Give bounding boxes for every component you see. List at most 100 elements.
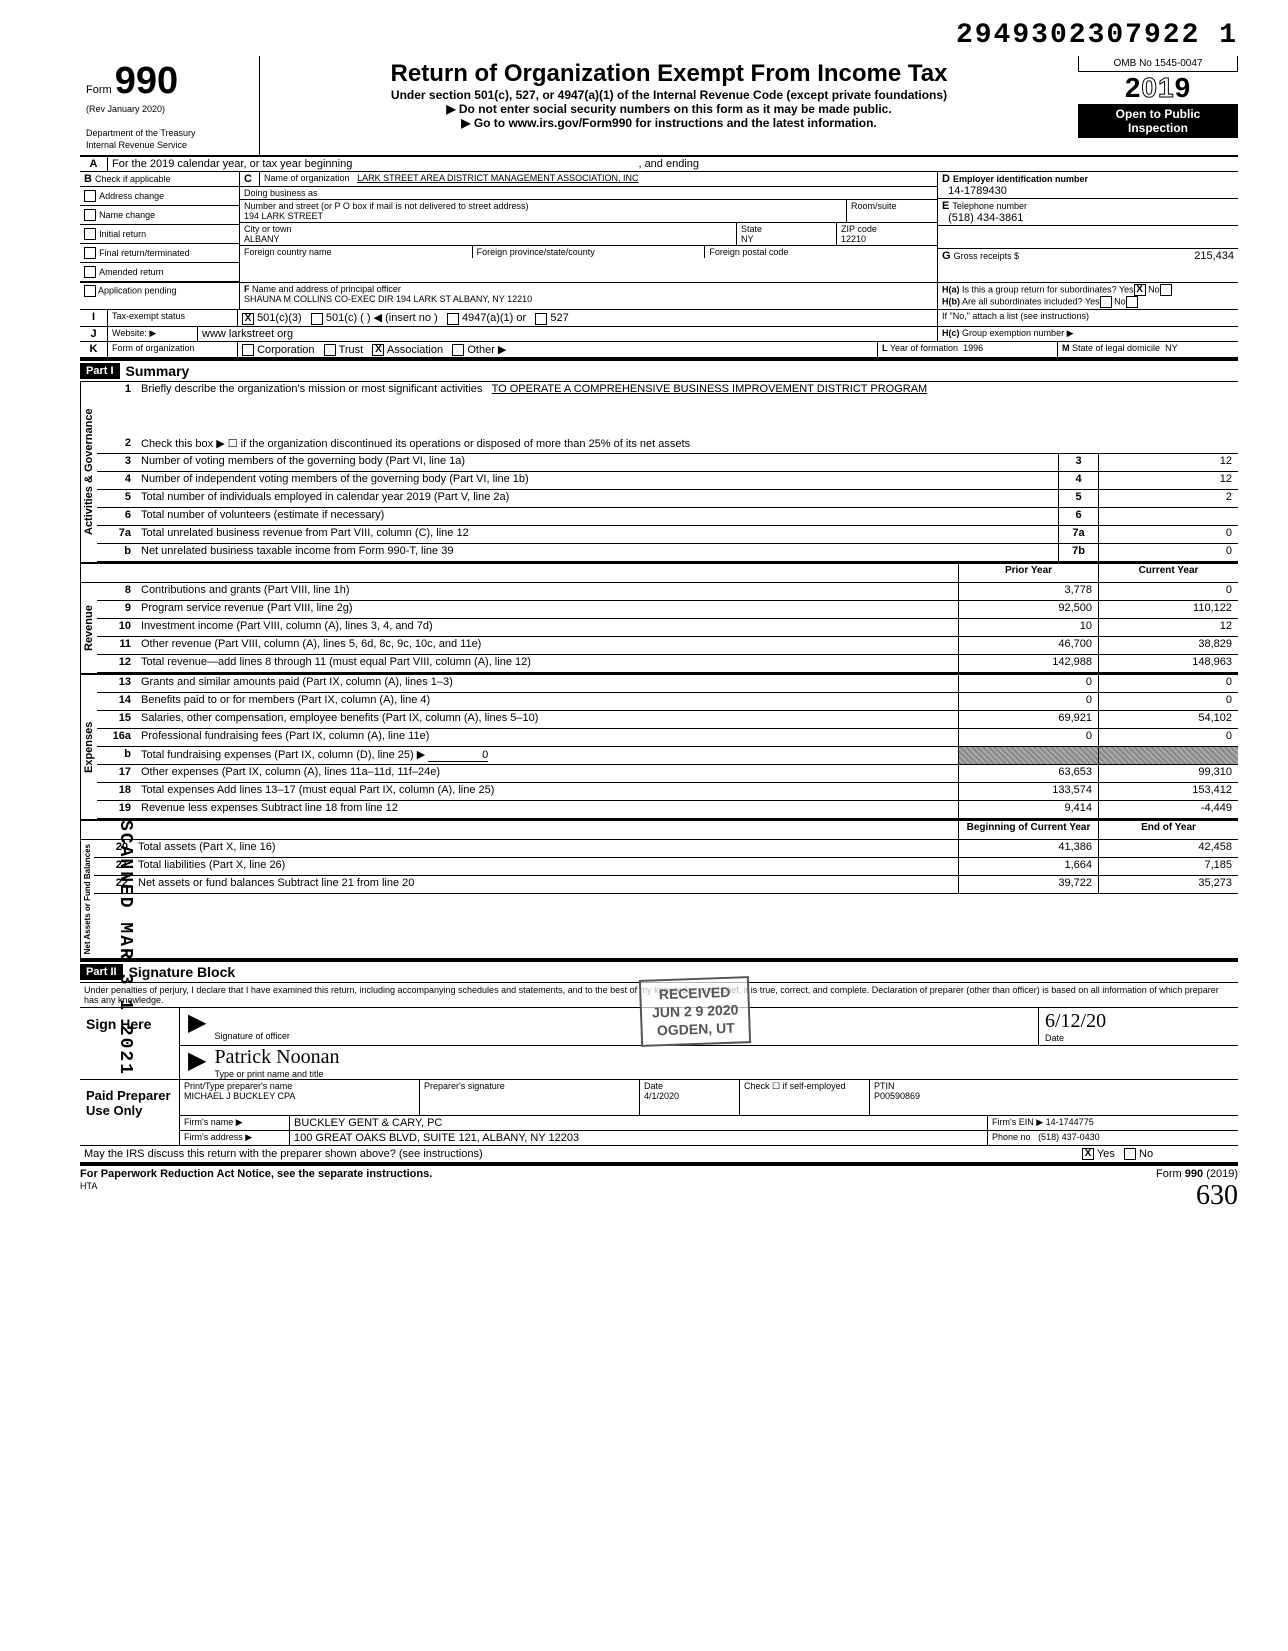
line-desc: Investment income (Part VIII, column (A)… bbox=[137, 619, 958, 636]
501c-label: 501(c) bbox=[326, 312, 357, 324]
line-desc: Total fundraising expenses (Part IX, col… bbox=[137, 747, 958, 764]
line-num: 10 bbox=[97, 619, 137, 636]
part-2-title: Signature Block bbox=[123, 962, 242, 982]
current-value: 0 bbox=[1098, 693, 1238, 710]
line-box: 4 bbox=[1058, 472, 1098, 489]
h-b-no-checkbox[interactable] bbox=[1126, 296, 1138, 308]
paid-preparer-label: Paid Preparer Use Only bbox=[80, 1080, 180, 1145]
website-value: www larkstreet org bbox=[198, 327, 938, 341]
4947-checkbox[interactable] bbox=[447, 313, 459, 325]
subordinates-label: Are all subordinates included? bbox=[962, 297, 1083, 307]
org-type-checkbox[interactable] bbox=[324, 344, 336, 356]
preparer-date: 4/1/2020 bbox=[644, 1091, 679, 1101]
firm-addr-label: Firm's address ▶ bbox=[180, 1131, 290, 1145]
form-rev: (Rev January 2020) bbox=[86, 104, 165, 114]
h-b-label: H(b) bbox=[942, 297, 960, 307]
checkbox-icon[interactable] bbox=[84, 247, 96, 259]
checkbox-icon[interactable] bbox=[84, 209, 96, 221]
h-b-yes-checkbox[interactable] bbox=[1100, 296, 1112, 308]
prior-value: 0 bbox=[958, 729, 1098, 746]
org-type-checkbox[interactable] bbox=[242, 344, 254, 356]
h-note: If "No," attach a list (see instructions… bbox=[938, 310, 1238, 325]
checkbox-icon[interactable] bbox=[84, 228, 96, 240]
ptin-label: PTIN bbox=[874, 1081, 895, 1091]
irs-yes-label: Yes bbox=[1097, 1148, 1115, 1160]
current-value: 0 bbox=[1098, 675, 1238, 692]
527-label: 527 bbox=[550, 312, 568, 324]
current-value: 99,310 bbox=[1098, 765, 1238, 782]
line-value: 12 bbox=[1098, 454, 1238, 471]
irs-yes-checkbox[interactable]: X bbox=[1082, 1148, 1094, 1160]
tax-year-end-label: , and ending bbox=[638, 158, 699, 170]
h-a-yes-checkbox[interactable]: X bbox=[1134, 284, 1146, 296]
current-value: -4,449 bbox=[1098, 801, 1238, 818]
box-e-label: E bbox=[942, 200, 949, 212]
check-item-label: Initial return bbox=[99, 229, 146, 239]
line-desc: Total assets (Part X, line 16) bbox=[134, 840, 958, 857]
org-type-label: Other ▶ bbox=[467, 344, 506, 356]
firm-ein-label: Firm's EIN ▶ bbox=[992, 1117, 1043, 1127]
form-of-org-label: Form of organization bbox=[108, 342, 238, 357]
line-value: 12 bbox=[1098, 472, 1238, 489]
prior-value: 69,921 bbox=[958, 711, 1098, 728]
gross-receipts-label: Gross receipts $ bbox=[954, 251, 1020, 261]
firm-phone-label: Phone no bbox=[992, 1132, 1031, 1142]
self-employed-label: Check ☐ if self-employed bbox=[740, 1080, 870, 1115]
checkbox-icon[interactable] bbox=[84, 190, 96, 202]
line-desc: Professional fundraising fees (Part IX, … bbox=[137, 729, 958, 746]
501c3-label: 501(c)(3) bbox=[257, 312, 302, 324]
scanned-stamp: SCANNED MAR 3 1 2021 bbox=[115, 820, 135, 1076]
prior-value: 39,722 bbox=[958, 876, 1098, 893]
revenue-section-label: Revenue bbox=[80, 583, 97, 673]
line-desc: Other revenue (Part VIII, column (A), li… bbox=[137, 637, 958, 654]
501c3-checkbox[interactable]: X bbox=[242, 313, 254, 325]
street-address: 194 LARK STREET bbox=[244, 211, 323, 221]
line-num: 9 bbox=[97, 601, 137, 618]
line-num: 7a bbox=[97, 526, 137, 543]
phone-value: (518) 434-3861 bbox=[948, 212, 1023, 224]
org-type-checkbox[interactable] bbox=[452, 344, 464, 356]
row-j-label: J bbox=[80, 327, 108, 341]
preparer-name-label: Print/Type preparer's name bbox=[184, 1081, 292, 1091]
application-pending-checkbox[interactable] bbox=[84, 285, 96, 297]
row-i-label: I bbox=[80, 310, 108, 325]
irs-no-label: No bbox=[1139, 1148, 1153, 1160]
line-num: 11 bbox=[97, 637, 137, 654]
form-header: Form 990 (Rev January 2020) Department o… bbox=[80, 56, 1238, 157]
current-value: 35,273 bbox=[1098, 876, 1238, 893]
line-desc: Total number of individuals employed in … bbox=[137, 490, 1058, 507]
row-m-label: M bbox=[1062, 343, 1070, 353]
current-value: 0 bbox=[1098, 583, 1238, 600]
group-exemption-label: Group exemption number ▶ bbox=[962, 328, 1073, 338]
501c-checkbox[interactable] bbox=[311, 313, 323, 325]
firm-phone: (518) 437-0430 bbox=[1038, 1132, 1100, 1142]
line-desc: Number of voting members of the governin… bbox=[137, 454, 1058, 471]
form-title: Return of Organization Exempt From Incom… bbox=[266, 60, 1072, 88]
foreign-postal-label: Foreign postal code bbox=[705, 246, 937, 258]
h-a-no-checkbox[interactable] bbox=[1160, 284, 1172, 296]
line-desc: Other expenses (Part IX, column (A), lin… bbox=[137, 765, 958, 782]
foreign-province-label: Foreign province/state/county bbox=[473, 246, 706, 258]
527-checkbox[interactable] bbox=[535, 313, 547, 325]
part-1-title: Summary bbox=[120, 361, 196, 381]
current-value: 153,412 bbox=[1098, 783, 1238, 800]
line-num: 6 bbox=[97, 508, 137, 525]
org-type-label: Association bbox=[387, 344, 443, 356]
prior-value: 142,988 bbox=[958, 655, 1098, 672]
arrow-icon: ▶ bbox=[180, 1008, 214, 1045]
line-desc: Total number of volunteers (estimate if … bbox=[137, 508, 1058, 525]
irs-discuss-label: May the IRS discuss this return with the… bbox=[80, 1146, 1078, 1162]
h-a-yes: Yes bbox=[1119, 285, 1134, 295]
current-value: 110,122 bbox=[1098, 601, 1238, 618]
org-type-label: Corporation bbox=[257, 344, 314, 356]
checkbox-icon[interactable] bbox=[84, 266, 96, 278]
sign-date-value: 6/12/20 bbox=[1045, 1010, 1232, 1033]
line-value: 2 bbox=[1098, 490, 1238, 507]
prior-value: 0 bbox=[958, 675, 1098, 692]
line-desc: Total revenue—add lines 8 through 11 (mu… bbox=[137, 655, 958, 672]
perjury-statement: Under penalties of perjury, I declare th… bbox=[80, 983, 1238, 1008]
org-type-checkbox[interactable]: X bbox=[372, 344, 384, 356]
line-desc: Net unrelated business taxable income fr… bbox=[137, 544, 1058, 561]
irs-no-checkbox[interactable] bbox=[1124, 1148, 1136, 1160]
current-value bbox=[1098, 747, 1238, 764]
